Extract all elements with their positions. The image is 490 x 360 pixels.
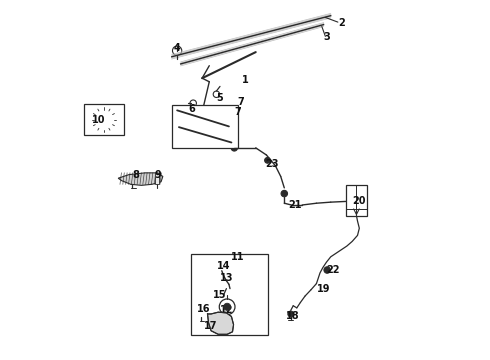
Text: 5: 5 [217,93,223,103]
Text: 8: 8 [133,170,140,180]
Circle shape [129,178,136,184]
Circle shape [281,190,288,197]
Text: 7: 7 [235,107,241,117]
Text: 10: 10 [92,115,105,125]
Text: 4: 4 [174,43,180,53]
Circle shape [223,122,231,130]
Circle shape [288,311,294,317]
Bar [84,104,123,135]
Circle shape [231,145,238,151]
Circle shape [220,292,226,298]
Bar [155,173,159,184]
Circle shape [227,139,233,145]
Circle shape [219,264,225,271]
Circle shape [175,107,182,114]
Text: 1: 1 [242,75,248,85]
Bar [191,254,268,336]
Polygon shape [207,312,234,334]
Text: 3: 3 [324,32,331,42]
Bar [346,185,367,216]
Bar [172,105,238,148]
Text: 19: 19 [317,284,330,294]
Circle shape [223,303,231,310]
Polygon shape [118,173,163,185]
Text: 14: 14 [217,261,230,271]
Circle shape [198,311,205,317]
Text: 23: 23 [265,159,278,169]
Text: 16: 16 [197,304,211,314]
Text: 12: 12 [220,305,233,315]
Text: 11: 11 [231,252,245,262]
Text: 9: 9 [154,170,161,180]
Text: 6: 6 [188,104,195,113]
Circle shape [324,267,330,273]
Text: 13: 13 [220,273,233,283]
Circle shape [176,124,182,130]
Text: 7: 7 [237,97,244,107]
Text: 22: 22 [326,265,339,275]
Text: 18: 18 [287,311,300,321]
Text: 20: 20 [353,197,366,206]
Text: 15: 15 [213,290,227,300]
Text: 2: 2 [338,18,345,28]
Text: 21: 21 [288,200,302,210]
Text: 17: 17 [204,321,218,332]
Circle shape [265,157,270,163]
